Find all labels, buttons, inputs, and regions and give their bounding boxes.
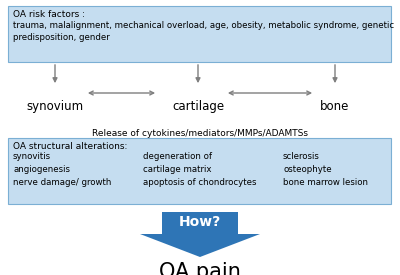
Text: Release of cytokines/mediators/MMPs/ADAMTSs: Release of cytokines/mediators/MMPs/ADAM… xyxy=(92,129,308,138)
Text: cartilage: cartilage xyxy=(172,100,224,113)
Text: degeneration of
cartilage matrix
apoptosis of chondrocytes: degeneration of cartilage matrix apoptos… xyxy=(143,152,256,187)
Text: How?: How? xyxy=(179,215,221,229)
FancyBboxPatch shape xyxy=(8,138,391,204)
Text: OA pain: OA pain xyxy=(159,262,241,275)
FancyBboxPatch shape xyxy=(8,6,391,62)
Text: OA structural alterations:: OA structural alterations: xyxy=(13,142,127,151)
Text: synovium: synovium xyxy=(26,100,84,113)
Text: sclerosis
osteophyte
bone marrow lesion: sclerosis osteophyte bone marrow lesion xyxy=(283,152,368,187)
Text: trauma, malalignment, mechanical overload, age, obesity, metabolic syndrome, gen: trauma, malalignment, mechanical overloa… xyxy=(13,21,394,43)
Text: bone: bone xyxy=(320,100,350,113)
Polygon shape xyxy=(140,212,260,257)
Text: OA risk factors :: OA risk factors : xyxy=(13,10,85,19)
Text: synovitis
angiogenesis
nerve damage/ growth: synovitis angiogenesis nerve damage/ gro… xyxy=(13,152,111,187)
